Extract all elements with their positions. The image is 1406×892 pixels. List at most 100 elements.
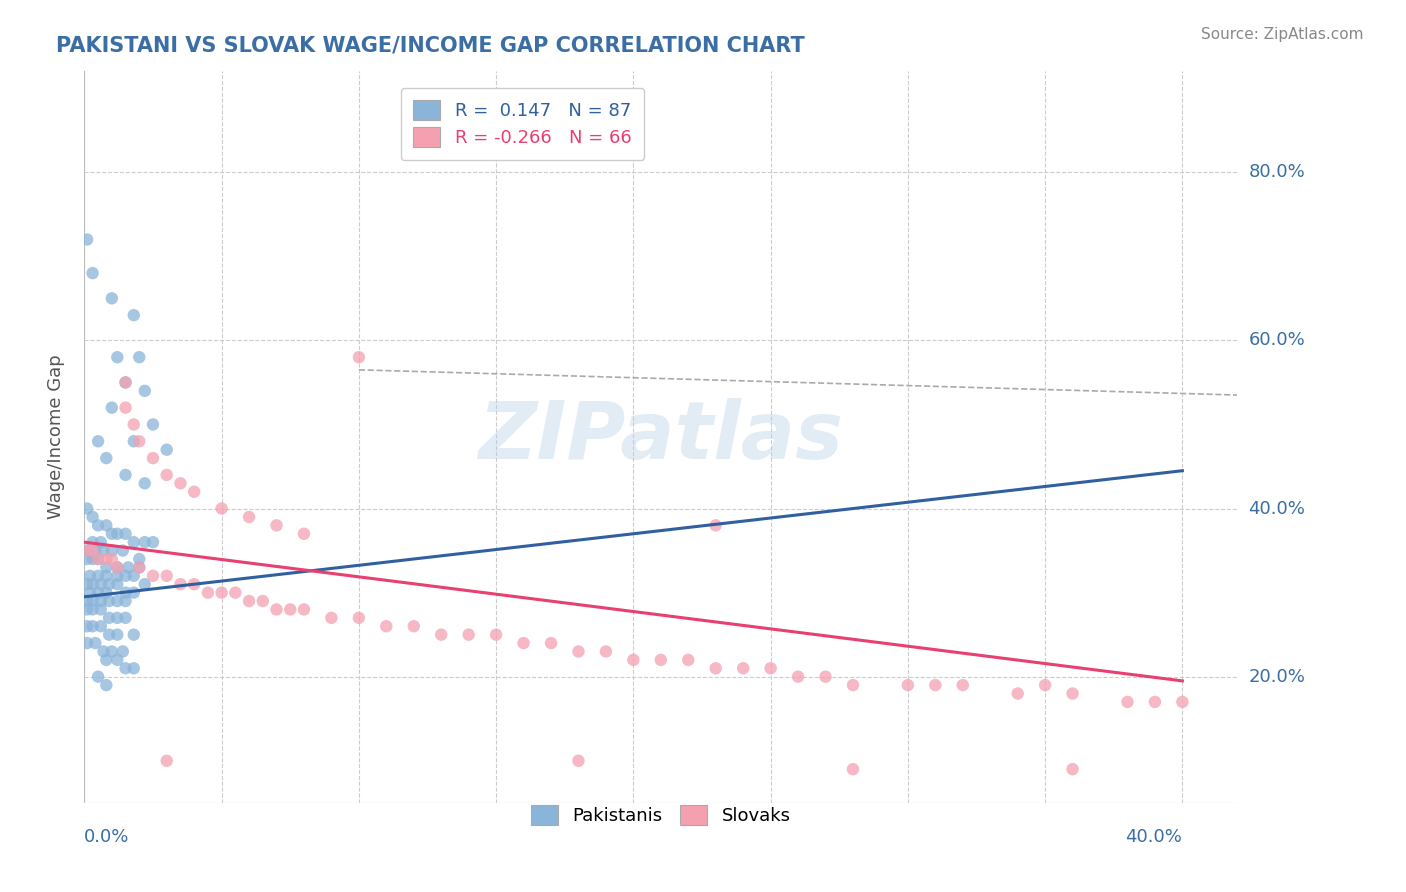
Point bbox=[96, 518, 118, 533]
Text: PAKISTANI VS SLOVAK WAGE/INCOME GAP CORRELATION CHART: PAKISTANI VS SLOVAK WAGE/INCOME GAP CORR… bbox=[56, 36, 806, 55]
Point bbox=[82, 266, 104, 280]
Point bbox=[114, 569, 136, 583]
Point bbox=[76, 602, 98, 616]
Point bbox=[76, 577, 98, 591]
Point bbox=[156, 754, 179, 768]
Point bbox=[128, 434, 150, 449]
Point bbox=[650, 653, 672, 667]
Point bbox=[101, 291, 124, 305]
Point bbox=[347, 350, 370, 364]
Point bbox=[567, 644, 589, 658]
Point bbox=[96, 560, 118, 574]
Point bbox=[142, 417, 165, 432]
Point bbox=[252, 594, 274, 608]
Point bbox=[621, 653, 644, 667]
Point bbox=[82, 602, 104, 616]
Point bbox=[952, 678, 974, 692]
Point bbox=[76, 233, 98, 247]
Point bbox=[87, 552, 110, 566]
Point bbox=[402, 619, 425, 633]
Text: 80.0%: 80.0% bbox=[1249, 163, 1305, 181]
Point bbox=[183, 484, 205, 499]
Point bbox=[512, 636, 534, 650]
Point bbox=[76, 543, 98, 558]
Point bbox=[142, 535, 165, 549]
Text: 40.0%: 40.0% bbox=[1126, 828, 1182, 846]
Point bbox=[238, 594, 260, 608]
Point bbox=[90, 602, 112, 616]
Point bbox=[114, 594, 136, 608]
Point bbox=[128, 350, 150, 364]
Point bbox=[897, 678, 920, 692]
Point bbox=[90, 594, 112, 608]
Point bbox=[1143, 695, 1166, 709]
Point bbox=[122, 627, 145, 641]
Point bbox=[87, 552, 110, 566]
Point bbox=[567, 754, 589, 768]
Point bbox=[733, 661, 755, 675]
Point bbox=[347, 611, 370, 625]
Point bbox=[96, 585, 118, 599]
Legend: Pakistanis, Slovaks: Pakistanis, Slovaks bbox=[517, 792, 804, 838]
Point bbox=[292, 602, 315, 616]
Point bbox=[82, 543, 104, 558]
Point bbox=[1062, 762, 1084, 776]
Point bbox=[114, 467, 136, 482]
Point bbox=[134, 476, 156, 491]
Point bbox=[1033, 678, 1056, 692]
Point bbox=[142, 451, 165, 466]
Point bbox=[96, 653, 118, 667]
Point bbox=[114, 401, 136, 415]
Point bbox=[84, 543, 107, 558]
Point bbox=[98, 577, 121, 591]
Point bbox=[142, 569, 165, 583]
Point bbox=[82, 619, 104, 633]
Point bbox=[266, 602, 288, 616]
Point bbox=[321, 611, 343, 625]
Point bbox=[105, 627, 128, 641]
Point bbox=[114, 661, 136, 675]
Point bbox=[82, 510, 104, 524]
Point bbox=[759, 661, 782, 675]
Text: Wage/Income Gap: Wage/Income Gap bbox=[46, 355, 65, 519]
Point bbox=[76, 594, 98, 608]
Point bbox=[1007, 686, 1029, 700]
Point bbox=[122, 434, 145, 449]
Point bbox=[169, 577, 191, 591]
Point bbox=[90, 535, 112, 549]
Point bbox=[82, 577, 104, 591]
Point bbox=[98, 627, 121, 641]
Text: ZIPatlas: ZIPatlas bbox=[478, 398, 844, 476]
Point bbox=[87, 569, 110, 583]
Point bbox=[457, 627, 479, 641]
Point bbox=[101, 543, 124, 558]
Point bbox=[105, 350, 128, 364]
Point bbox=[93, 644, 115, 658]
Point bbox=[79, 569, 101, 583]
Point bbox=[278, 602, 301, 616]
Text: 60.0%: 60.0% bbox=[1249, 332, 1305, 350]
Point bbox=[122, 585, 145, 599]
Text: 20.0%: 20.0% bbox=[1249, 668, 1305, 686]
Point bbox=[114, 585, 136, 599]
Point bbox=[814, 670, 837, 684]
Point bbox=[485, 627, 508, 641]
Point bbox=[93, 543, 115, 558]
Point bbox=[111, 543, 134, 558]
Point bbox=[76, 552, 98, 566]
Point bbox=[76, 636, 98, 650]
Point bbox=[156, 467, 179, 482]
Point bbox=[90, 577, 112, 591]
Point bbox=[87, 585, 110, 599]
Point bbox=[122, 569, 145, 583]
Point bbox=[1062, 686, 1084, 700]
Point bbox=[224, 585, 246, 599]
Point bbox=[105, 560, 128, 574]
Point bbox=[211, 501, 233, 516]
Point bbox=[375, 619, 398, 633]
Point bbox=[1171, 695, 1194, 709]
Point bbox=[128, 560, 150, 574]
Point bbox=[82, 535, 104, 549]
Point bbox=[183, 577, 205, 591]
Point bbox=[122, 417, 145, 432]
